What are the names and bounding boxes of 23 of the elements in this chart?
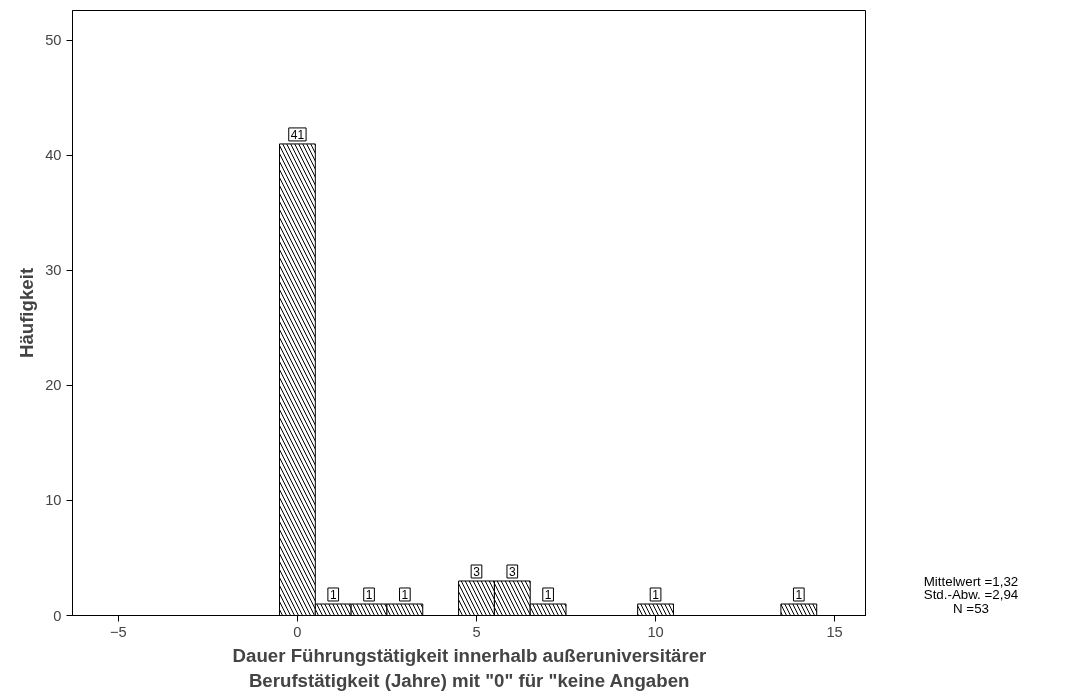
data-label: 1 (652, 588, 660, 602)
y-tick-label: 20 (45, 377, 62, 394)
x-tick-label: 15 (826, 623, 843, 640)
x-axis-title: Dauer Führungstätigkeit innerhalb außeruniversitärer Berufstätigkeit (Jahre) mit "0" für "keine Angaben (232, 644, 707, 691)
y-tick-label: 10 (45, 492, 62, 509)
x-tick-label: 0 (293, 623, 302, 640)
data-label: 1 (401, 588, 409, 602)
text: Mittelwert =1,32 Std.-Abw. =2,94 N =53 (923, 574, 1019, 616)
data-label: 1 (329, 588, 337, 602)
data-label: 1 (795, 588, 803, 602)
data-label: 1 (365, 588, 373, 602)
y-tick-label: 40 (45, 147, 62, 164)
y-tick-label: 50 (45, 32, 62, 49)
data-label: 1 (544, 588, 552, 602)
x-tick-label: 10 (647, 623, 664, 640)
x-tick-label: 5 (472, 623, 481, 640)
y-tick-label: 0 (53, 607, 62, 624)
data-label: 41 (290, 127, 305, 142)
y-tick-label: 30 (45, 262, 62, 279)
x-tick-label: −5 (109, 623, 127, 640)
data-label: 3 (508, 564, 516, 579)
data-label: 3 (473, 564, 481, 579)
y-axis-title: Häufigkeit (16, 267, 38, 359)
